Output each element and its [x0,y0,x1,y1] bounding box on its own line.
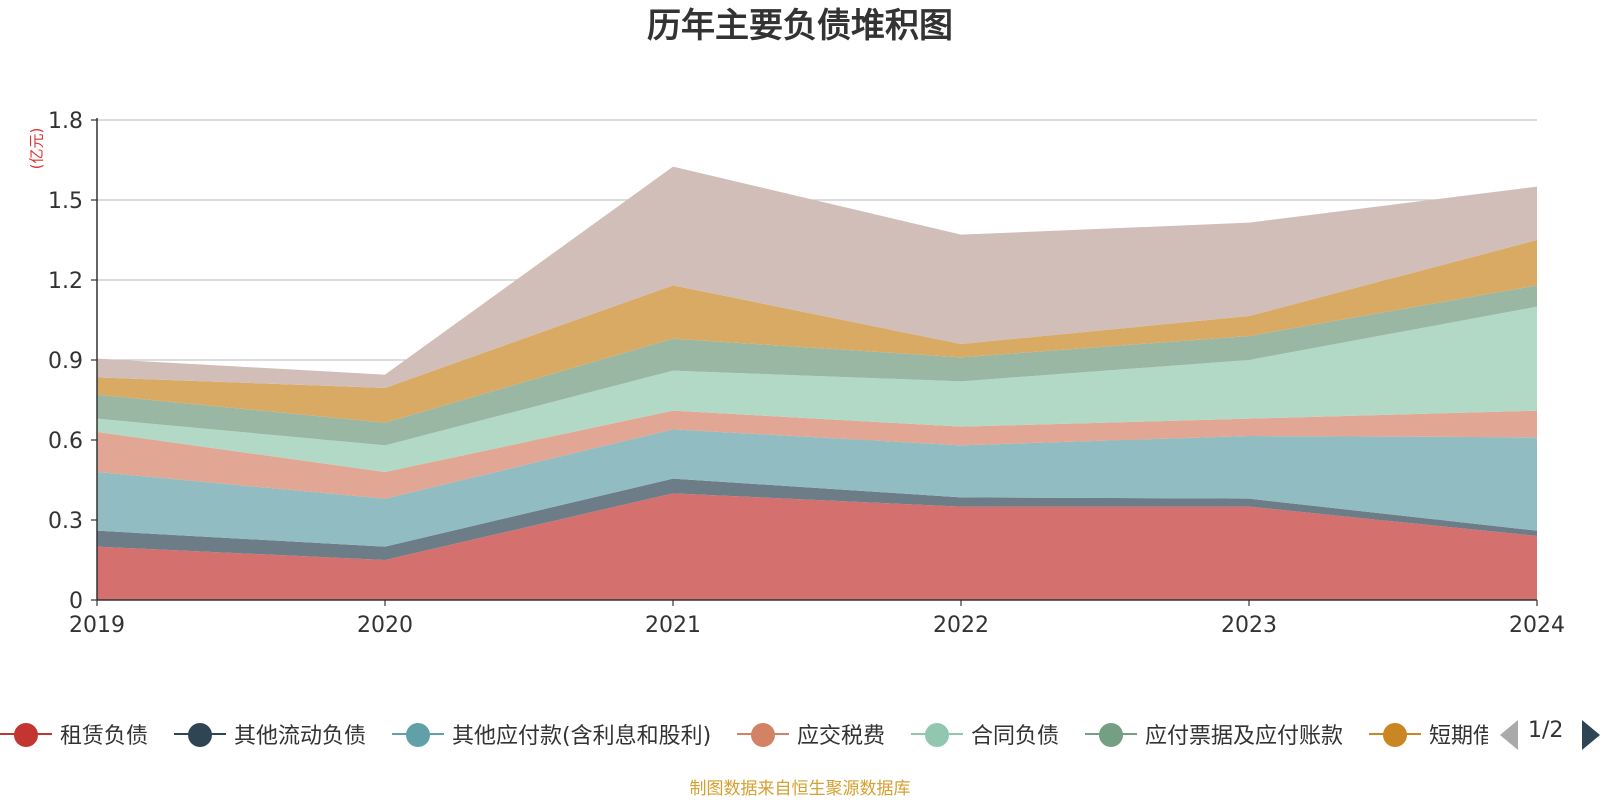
legend-marker-icon [911,714,963,754]
legend: 租赁负债 其他流动负债 其他应付款(含利息和股利) 应交税费 合同负债 应付票据及应付账款… [0,714,1488,754]
legend-item[interactable]: 租赁负债 [0,714,148,754]
legend-item[interactable]: 其他应付款(含利息和股利) [392,714,711,754]
legend-label: 其他应付款(含利息和股利) [452,724,712,749]
y-tick-label: 1.2 [48,269,83,294]
area-series-0[interactable] [97,493,1537,600]
legend-label: 应付票据及应付账款 [1145,724,1344,749]
y-tick-label: 0.9 [48,349,83,374]
area-series-4[interactable] [97,306,1537,472]
tick-labels: 0 0.3 0.6 0.9 1.2 1.5 1.8 2019 2020 2021 2022 2023 2… [48,109,1565,638]
y-tick-label: 0.3 [48,509,83,534]
area-series-2[interactable] [97,429,1537,547]
legend-label: 应交税费 [797,724,886,749]
legend-marker-icon [1369,714,1421,754]
area-series-7[interactable] [97,166,1537,388]
legend-pager: 1/2 [1500,716,1600,752]
legend-label: 短期借款 [1429,724,1488,749]
legend-marker-icon [392,714,444,754]
legend-marker-icon [737,714,789,754]
y-tick-label: 1.8 [48,109,83,134]
x-tick-label: 2022 [933,613,989,638]
legend-marker-icon [1085,714,1137,754]
y-tick-label: 1.5 [48,189,83,214]
x-tick-label: 2024 [1509,613,1565,638]
data-source-note: 制图数据来自恒生聚源数据库 [689,779,911,799]
legend-prev-page-icon[interactable] [1500,720,1518,750]
legend-next-page-icon[interactable] [1582,720,1600,750]
legend-label: 合同负债 [971,724,1060,749]
legend-item[interactable]: 应交税费 [737,714,885,754]
area-series-6[interactable] [97,240,1537,423]
area-series-5[interactable] [97,285,1537,446]
legend-marker-icon [0,714,52,754]
y-axis-unit: (亿元) [27,127,46,170]
y-tick-label: 0 [69,589,83,614]
legend-item[interactable]: 应付票据及应付账款 [1085,714,1343,754]
legend-item[interactable]: 短期借款 [1369,714,1488,754]
area-series [97,166,1537,600]
area-series-1[interactable] [97,478,1537,560]
legend-page-indicator: 1/2 [1528,718,1564,743]
x-tick-label: 2021 [645,613,701,638]
legend-marker-icon [174,714,226,754]
x-tick-label: 2020 [357,613,413,638]
axes [91,118,1538,606]
x-tick-label: 2023 [1221,613,1277,638]
area-series-3[interactable] [97,410,1537,499]
legend-label: 其他流动负债 [234,724,367,749]
legend-item[interactable]: 合同负债 [911,714,1059,754]
x-tick-label: 2019 [69,613,125,638]
legend-label: 租赁负债 [60,724,149,749]
legend-item[interactable]: 其他流动负债 [174,714,366,754]
y-tick-label: 0.6 [48,429,83,454]
chart-title: 历年主要负债堆积图 [647,6,953,46]
stacked-area-chart: 0 0.3 0.6 0.9 1.2 1.5 1.8 2019 2020 2021 2022 2023 2… [48,109,1565,638]
